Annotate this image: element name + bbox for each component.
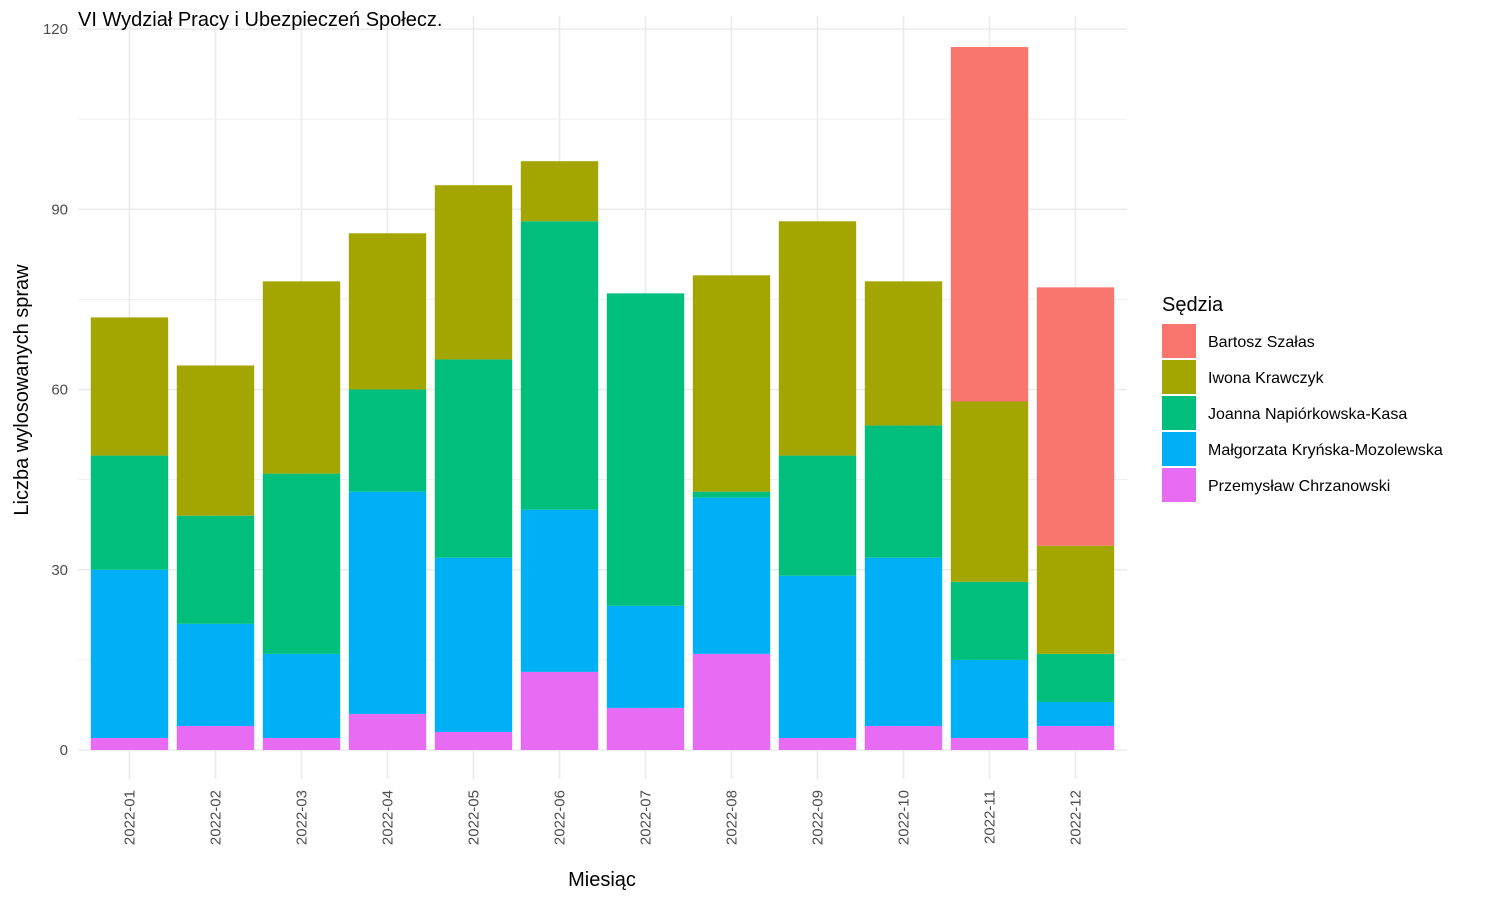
bar-segment xyxy=(520,509,599,672)
x-tick-label: 2022-06 xyxy=(552,790,569,845)
legend-label: Małgorzata Kryńska-Mozolewska xyxy=(1208,442,1443,459)
chart-title: VI Wydział Pracy i Ubezpieczeń Społecz. xyxy=(78,9,442,31)
bar-segment xyxy=(692,497,771,654)
bar-segment xyxy=(864,725,943,750)
bar-segment xyxy=(262,653,341,738)
x-tick-label: 2022-04 xyxy=(380,790,397,845)
bar-segment xyxy=(176,725,255,750)
bar-segment xyxy=(1036,701,1115,726)
x-tick-label: 2022-03 xyxy=(294,790,311,845)
x-tick-label: 2022-02 xyxy=(208,790,225,845)
x-tick-label: 2022-09 xyxy=(810,790,827,845)
x-tick-label: 2022-01 xyxy=(122,790,139,845)
legend-label: Iwona Krawczyk xyxy=(1208,370,1325,387)
legend-title: Sędzia xyxy=(1162,294,1224,316)
x-tick-label: 2022-08 xyxy=(724,790,741,845)
bar-segment xyxy=(176,515,255,624)
bar-segment xyxy=(950,47,1029,402)
bar-segment xyxy=(778,575,857,738)
bars xyxy=(90,47,1115,750)
bar-segment xyxy=(950,581,1029,660)
bar-segment xyxy=(176,623,255,726)
bar-segment xyxy=(90,455,169,570)
legend-label: Przemysław Chrzanowski xyxy=(1208,478,1390,495)
legend-key xyxy=(1162,324,1196,358)
bar-segment xyxy=(90,569,169,738)
legend-key xyxy=(1162,432,1196,466)
bar-segment xyxy=(606,293,685,606)
y-axis-title: Liczba wylosowanych spraw xyxy=(11,264,33,516)
bar-segment xyxy=(1036,725,1115,750)
legend-key xyxy=(1162,396,1196,430)
bar-segment xyxy=(692,491,771,498)
x-axis-title: Miesiąc xyxy=(568,869,636,891)
y-tick-label: 0 xyxy=(60,742,68,759)
bar-segment xyxy=(520,671,599,750)
x-tick-label: 2022-05 xyxy=(466,790,483,845)
bar-segment xyxy=(520,161,599,222)
x-tick-label: 2022-07 xyxy=(638,790,655,845)
bar-segment xyxy=(950,659,1029,738)
bar-segment xyxy=(864,557,943,726)
bar-segment xyxy=(434,731,513,750)
bar-segment xyxy=(606,605,685,708)
bar-segment xyxy=(520,221,599,510)
y-tick-label: 30 xyxy=(51,562,68,579)
bar-segment xyxy=(176,365,255,516)
bar-segment xyxy=(262,473,341,654)
bar-segment xyxy=(90,737,169,750)
bar-segment xyxy=(1036,287,1115,546)
bar-segment xyxy=(434,185,513,360)
legend: Sędzia Bartosz Szałas Iwona Krawczyk Joann… xyxy=(1162,294,1443,502)
bar-segment xyxy=(864,425,943,558)
bar-segment xyxy=(778,737,857,750)
bar-segment xyxy=(606,707,685,750)
bar-segment xyxy=(950,737,1029,750)
x-tick-label: 2022-10 xyxy=(896,790,913,845)
bar-segment xyxy=(90,317,169,456)
bar-segment xyxy=(692,653,771,750)
legend-label: Joanna Napiórkowska-Kasa xyxy=(1208,406,1407,423)
x-axis-ticks: 2022-01 2022-02 2022-03 2022-04 2022-05 2022-… xyxy=(122,790,1085,845)
bar-segment xyxy=(950,401,1029,582)
y-tick-label: 120 xyxy=(43,21,68,38)
x-tick-label: 2022-12 xyxy=(1068,790,1085,845)
bar-segment xyxy=(348,233,427,390)
y-axis-ticks: 0 30 60 90 120 xyxy=(43,21,68,759)
legend-label: Bartosz Szałas xyxy=(1208,334,1315,351)
bar-segment xyxy=(1036,545,1115,654)
bar-segment xyxy=(778,221,857,456)
y-tick-label: 60 xyxy=(51,382,68,399)
bar-segment xyxy=(692,275,771,492)
legend-key xyxy=(1162,360,1196,394)
x-tick-label: 2022-11 xyxy=(982,790,999,844)
bar-segment xyxy=(348,491,427,714)
legend-key xyxy=(1162,468,1196,502)
bar-segment xyxy=(778,455,857,576)
bar-segment xyxy=(348,389,427,492)
bar-segment xyxy=(434,557,513,732)
bar-segment xyxy=(864,281,943,426)
bar-segment xyxy=(262,281,341,474)
bar-segment xyxy=(348,713,427,750)
bar-segment xyxy=(262,737,341,750)
y-tick-label: 90 xyxy=(51,201,68,218)
bar-segment xyxy=(434,359,513,558)
bar-segment xyxy=(1036,653,1115,702)
